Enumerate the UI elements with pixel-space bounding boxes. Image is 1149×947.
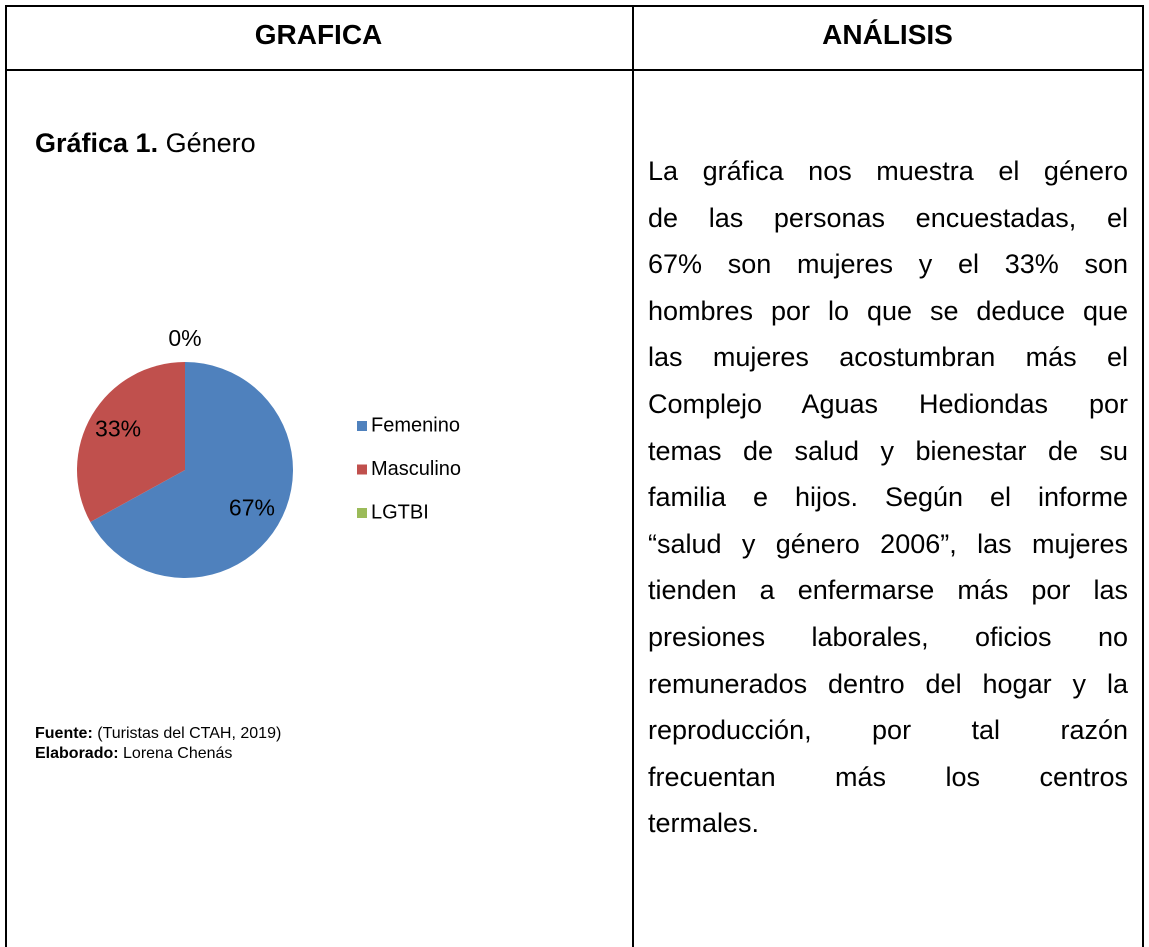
analysis-line: Complejo Aguas Hediondas por <box>648 388 1128 419</box>
analysis: La gráfica nos muestra el género de las p… <box>648 148 1128 847</box>
analysis-line: temas de salud y bienestar de su <box>648 435 1128 466</box>
data-label: 33% <box>95 415 141 441</box>
header: ANÁLISIS <box>822 19 953 50</box>
analysis-line: frecuentan más los centros <box>648 761 1128 792</box>
author-line: Elaborado: Lorena Chenás <box>35 744 281 764</box>
border <box>1142 5 1144 947</box>
legend-label: LGTBI <box>371 501 429 523</box>
analysis-line: termales. <box>648 808 760 839</box>
border <box>5 69 1144 71</box>
legend-label: Femenino <box>371 414 460 436</box>
caption-label: Gráfica 1. <box>35 128 159 158</box>
caption: Gráfica 1. Género <box>35 128 256 159</box>
analysis-line: La gráfica nos muestra el género <box>648 156 1128 186</box>
border <box>632 5 634 947</box>
source: Fuente: (Turistas del CTAH, 2019) Elabor… <box>35 724 281 764</box>
analysis-line: reproducción, por tal razón <box>648 715 1128 746</box>
text: Lorena Chenás <box>123 745 233 762</box>
label: Elaborado: <box>35 745 119 762</box>
analysis-line: presiones laborales, oficios no <box>648 621 1128 652</box>
label: Fuente: <box>35 725 93 742</box>
analysis-line: “salud y género 2006”, las mujeres <box>648 528 1128 559</box>
legend-swatch <box>357 464 367 475</box>
legend-swatch <box>357 508 367 518</box>
analysis-line: remunerados dentro del hogar y la <box>648 668 1128 699</box>
chart: 67% 33% 0% Femenino Masculino LGTBI <box>76 325 461 578</box>
pie-slice <box>90 362 293 578</box>
data-label: 0% <box>168 325 201 351</box>
caption-text: Género <box>165 128 256 158</box>
border <box>5 5 1144 7</box>
analysis-line: 67% son mujeres y el 33% son <box>648 249 1128 280</box>
analysis-line: tienden a enfermarse más por las <box>648 575 1128 606</box>
legend-label: Masculino <box>371 458 461 480</box>
pie-slice <box>76 362 185 523</box>
analysis-line: hombres por lo que se deduce que <box>648 295 1128 326</box>
analysis-line: las mujeres acostumbran más el <box>648 342 1128 373</box>
source-line: Fuente: (Turistas del CTAH, 2019) <box>35 724 281 744</box>
border <box>5 5 7 947</box>
legend-swatch <box>357 421 367 431</box>
analysis-line: familia e hijos. Según el informe <box>648 482 1128 513</box>
text: (Turistas del CTAH, 2019) <box>97 725 282 742</box>
data-label: 67% <box>229 495 275 521</box>
analysis-line: de las personas encuestadas, el <box>648 202 1128 233</box>
header: GRAFICA <box>254 19 383 50</box>
